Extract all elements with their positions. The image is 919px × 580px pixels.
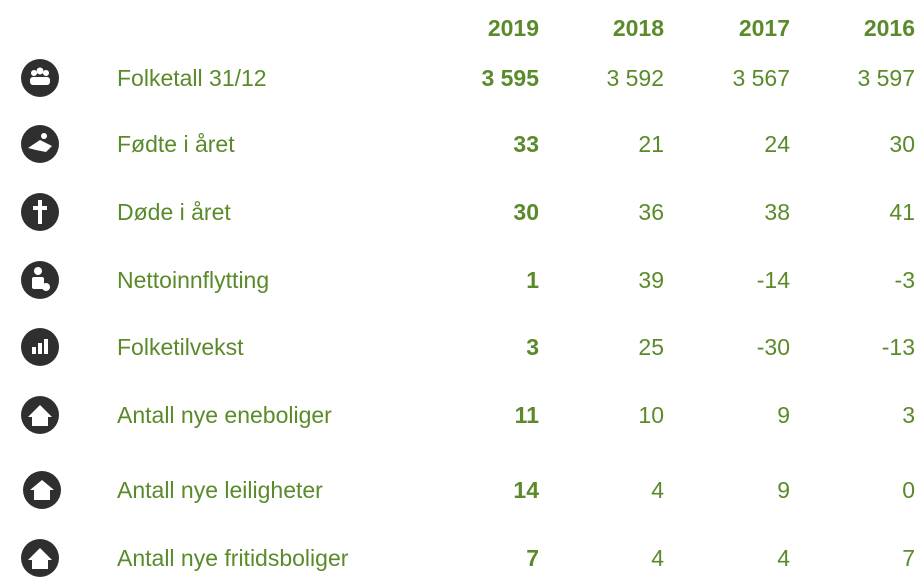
- cell-value: 3 567: [732, 65, 790, 91]
- cell-value: 10: [638, 402, 664, 428]
- cell-value: 3 595: [481, 65, 539, 91]
- cell-value: 36: [638, 199, 664, 225]
- cell-value: 4: [651, 545, 664, 571]
- row-label: Fødte i året: [117, 131, 235, 157]
- cell-value: 7: [526, 545, 539, 571]
- column-header: 2019: [487, 15, 539, 41]
- cell-value: -3: [894, 267, 915, 293]
- cell-value: 33: [513, 131, 539, 157]
- cell-value: 41: [889, 199, 915, 225]
- row-label: Antall nye fritidsboliger: [117, 545, 349, 571]
- icon-glyphs: [28, 67, 54, 569]
- column-header: 2017: [738, 15, 790, 41]
- cell-value: 0: [902, 477, 915, 503]
- cell-value: 7: [902, 545, 915, 571]
- column-header: 2016: [863, 15, 915, 41]
- cell-value: 30: [889, 131, 915, 157]
- cell-value: 4: [651, 477, 664, 503]
- row-label: Antall nye eneboliger: [117, 402, 332, 428]
- cell-value: 30: [513, 199, 539, 225]
- cell-value: 3: [526, 334, 539, 360]
- row-label: Folketall 31/12: [117, 65, 267, 91]
- cell-value: 25: [638, 334, 664, 360]
- cell-value: -13: [881, 334, 915, 360]
- cell-value: 11: [514, 402, 539, 428]
- cell-value: -30: [756, 334, 790, 360]
- cell-value: 4: [777, 545, 790, 571]
- cell-value: 24: [764, 131, 790, 157]
- cell-value: 3 592: [606, 65, 664, 91]
- cell-value: 1: [526, 267, 539, 293]
- cell-value: 14: [513, 477, 539, 503]
- row-label: Antall nye leiligheter: [117, 477, 323, 503]
- cell-value: 9: [777, 477, 790, 503]
- row-label: Nettoinnflytting: [117, 267, 270, 293]
- cell-value: 3 597: [857, 65, 915, 91]
- cell-value: 9: [777, 402, 790, 428]
- cell-value: 21: [638, 131, 664, 157]
- cell-value: 3: [902, 402, 915, 428]
- cell-value: 38: [764, 199, 790, 225]
- column-header: 2018: [612, 15, 664, 41]
- cell-value: -14: [756, 267, 790, 293]
- row-label: Døde i året: [117, 199, 231, 225]
- cell-value: 39: [638, 267, 664, 293]
- row-label: Folketilvekst: [117, 334, 244, 360]
